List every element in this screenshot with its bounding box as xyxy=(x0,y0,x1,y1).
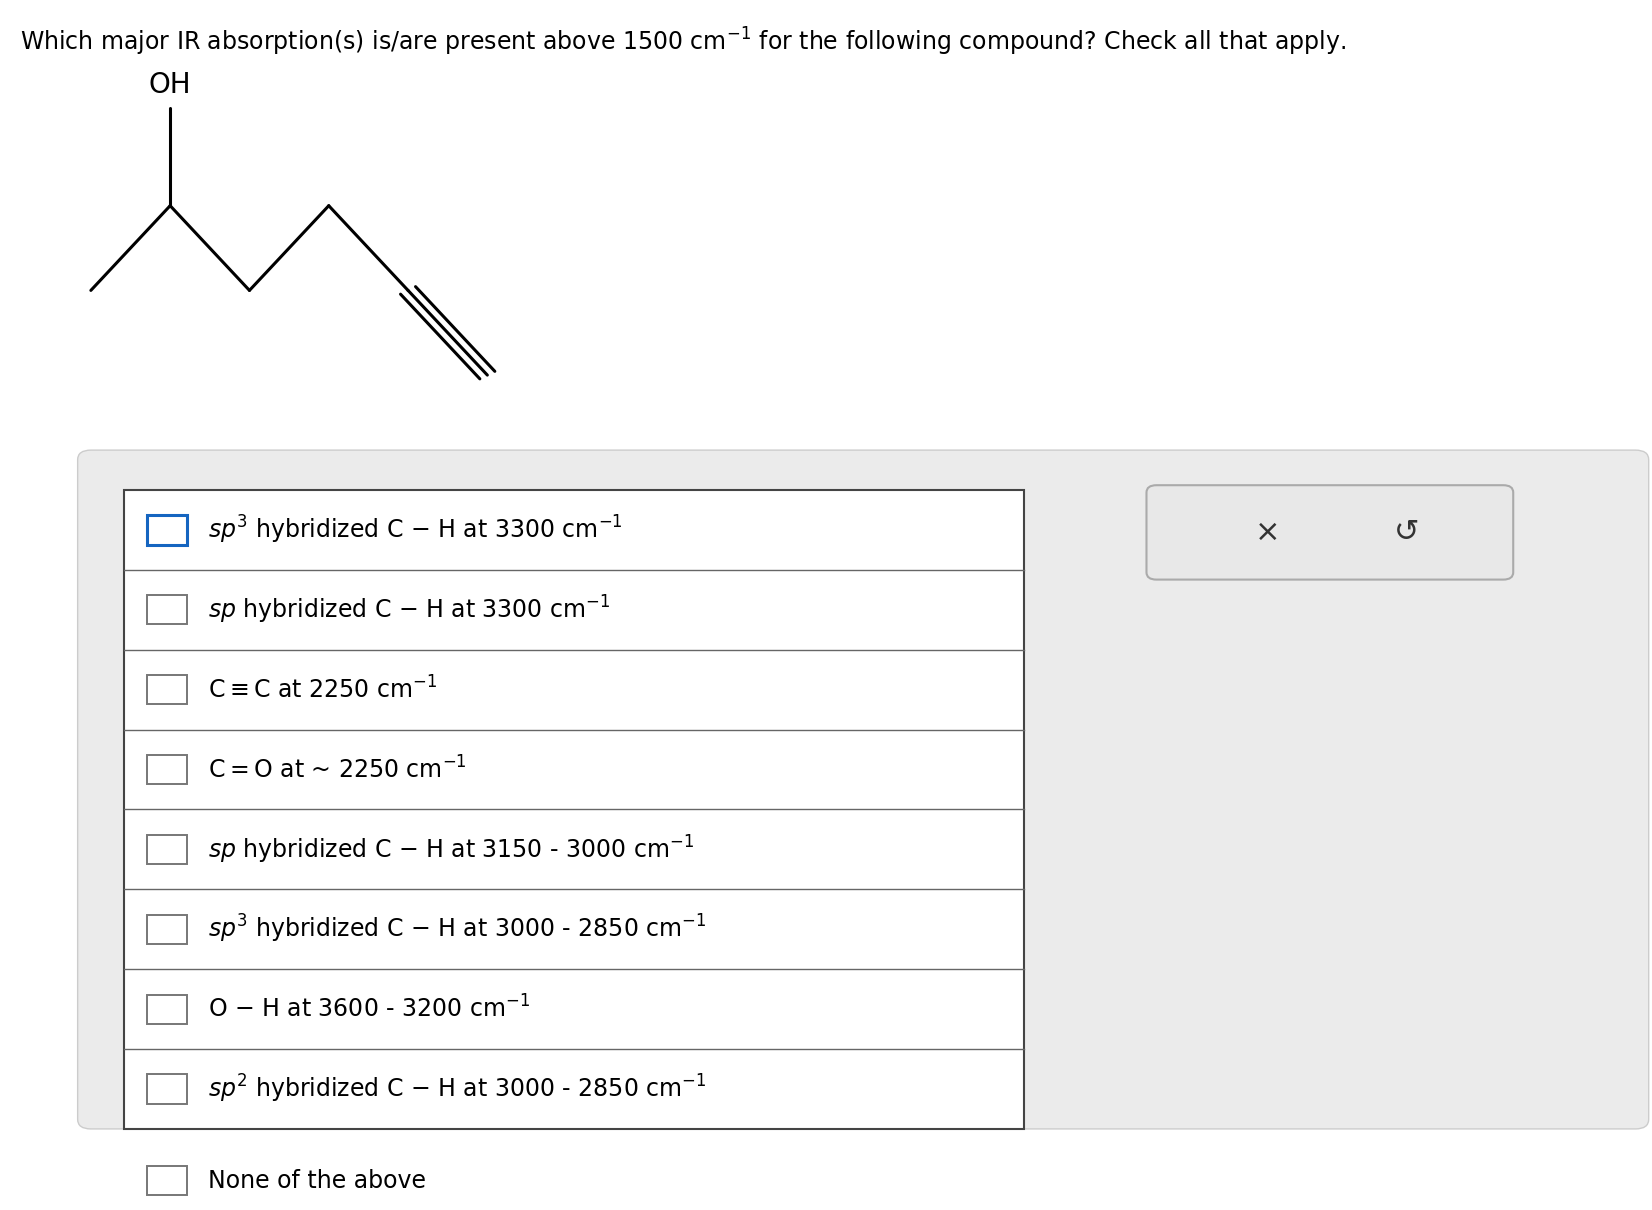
Text: $sp^2$ hybridized C $-$ H at 3000 - 2850 cm$^{-1}$: $sp^2$ hybridized C $-$ H at 3000 - 2850… xyxy=(208,1073,707,1105)
Text: $sp^3$ hybridized C $-$ H at 3000 - 2850 cm$^{-1}$: $sp^3$ hybridized C $-$ H at 3000 - 2850… xyxy=(208,914,707,945)
Bar xyxy=(147,755,187,784)
Text: None of the above: None of the above xyxy=(208,1169,426,1193)
Text: $sp^3$ hybridized C $-$ H at 3300 cm$^{-1}$: $sp^3$ hybridized C $-$ H at 3300 cm$^{-… xyxy=(208,514,623,546)
Bar xyxy=(147,1166,187,1195)
Bar xyxy=(147,595,187,624)
Bar xyxy=(147,515,187,545)
Text: O $-$ H at 3600 - 3200 cm$^{-1}$: O $-$ H at 3600 - 3200 cm$^{-1}$ xyxy=(208,996,530,1022)
Text: Which major IR absorption(s) is/are present above 1500 cm$^{-1}$ for the followi: Which major IR absorption(s) is/are pres… xyxy=(20,27,1346,58)
Text: OH: OH xyxy=(149,70,192,98)
Text: C$=$O at ~ 2250 cm$^{-1}$: C$=$O at ~ 2250 cm$^{-1}$ xyxy=(208,756,468,783)
Bar xyxy=(124,490,1024,1129)
Bar xyxy=(147,995,187,1024)
Bar xyxy=(147,835,187,864)
FancyBboxPatch shape xyxy=(1146,485,1513,580)
Text: $sp$ hybridized C $-$ H at 3300 cm$^{-1}$: $sp$ hybridized C $-$ H at 3300 cm$^{-1}… xyxy=(208,594,611,626)
Text: ×: × xyxy=(1254,518,1280,547)
Bar xyxy=(147,915,187,944)
Text: ↺: ↺ xyxy=(1393,518,1419,547)
Text: C$\equiv$C at 2250 cm$^{-1}$: C$\equiv$C at 2250 cm$^{-1}$ xyxy=(208,676,438,703)
Text: $sp$ hybridized C $-$ H at 3150 - 3000 cm$^{-1}$: $sp$ hybridized C $-$ H at 3150 - 3000 c… xyxy=(208,834,694,865)
Bar xyxy=(147,1074,187,1104)
FancyBboxPatch shape xyxy=(78,450,1649,1129)
Bar xyxy=(147,675,187,704)
